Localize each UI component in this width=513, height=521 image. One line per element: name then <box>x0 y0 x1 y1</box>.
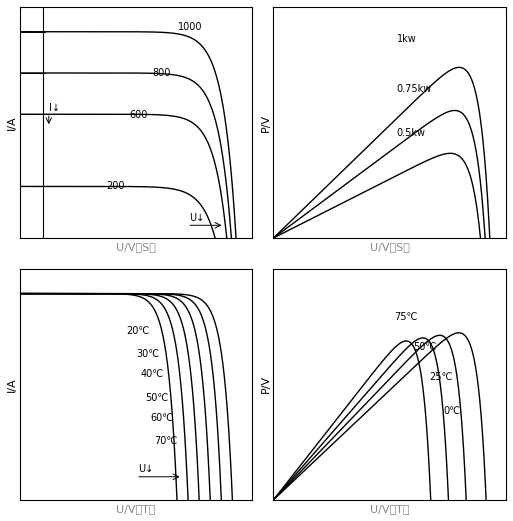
X-axis label: U/V〈T〉: U/V〈T〉 <box>116 504 156 514</box>
Text: 70℃: 70℃ <box>154 437 178 446</box>
Text: 600: 600 <box>129 110 147 120</box>
X-axis label: U/V〈T〉: U/V〈T〉 <box>370 504 409 514</box>
Text: 60℃: 60℃ <box>150 413 173 424</box>
Text: I↓: I↓ <box>49 103 60 113</box>
Text: 40℃: 40℃ <box>141 369 164 379</box>
Text: 25℃: 25℃ <box>429 372 453 382</box>
Text: 800: 800 <box>152 68 171 78</box>
Text: 0.5kw: 0.5kw <box>397 128 426 139</box>
Y-axis label: I/A: I/A <box>7 115 17 130</box>
Text: 1kw: 1kw <box>397 33 417 44</box>
Text: 30℃: 30℃ <box>136 349 159 358</box>
Text: 50℃: 50℃ <box>413 342 437 352</box>
Y-axis label: P/V: P/V <box>261 375 271 393</box>
Text: U↓: U↓ <box>139 464 153 474</box>
Text: 0℃: 0℃ <box>443 406 460 416</box>
Text: 1000: 1000 <box>178 22 203 32</box>
X-axis label: U/V〈S〉: U/V〈S〉 <box>116 242 156 252</box>
Text: 50℃: 50℃ <box>145 392 169 403</box>
Text: 0.75kw: 0.75kw <box>397 84 432 94</box>
Y-axis label: P/V: P/V <box>261 114 271 131</box>
Y-axis label: I/A: I/A <box>7 377 17 392</box>
X-axis label: U/V〈S〉: U/V〈S〉 <box>370 242 410 252</box>
Text: 20℃: 20℃ <box>127 326 150 336</box>
Text: 200: 200 <box>106 181 124 192</box>
Text: U↓: U↓ <box>189 213 205 222</box>
Text: 75℃: 75℃ <box>394 312 418 321</box>
